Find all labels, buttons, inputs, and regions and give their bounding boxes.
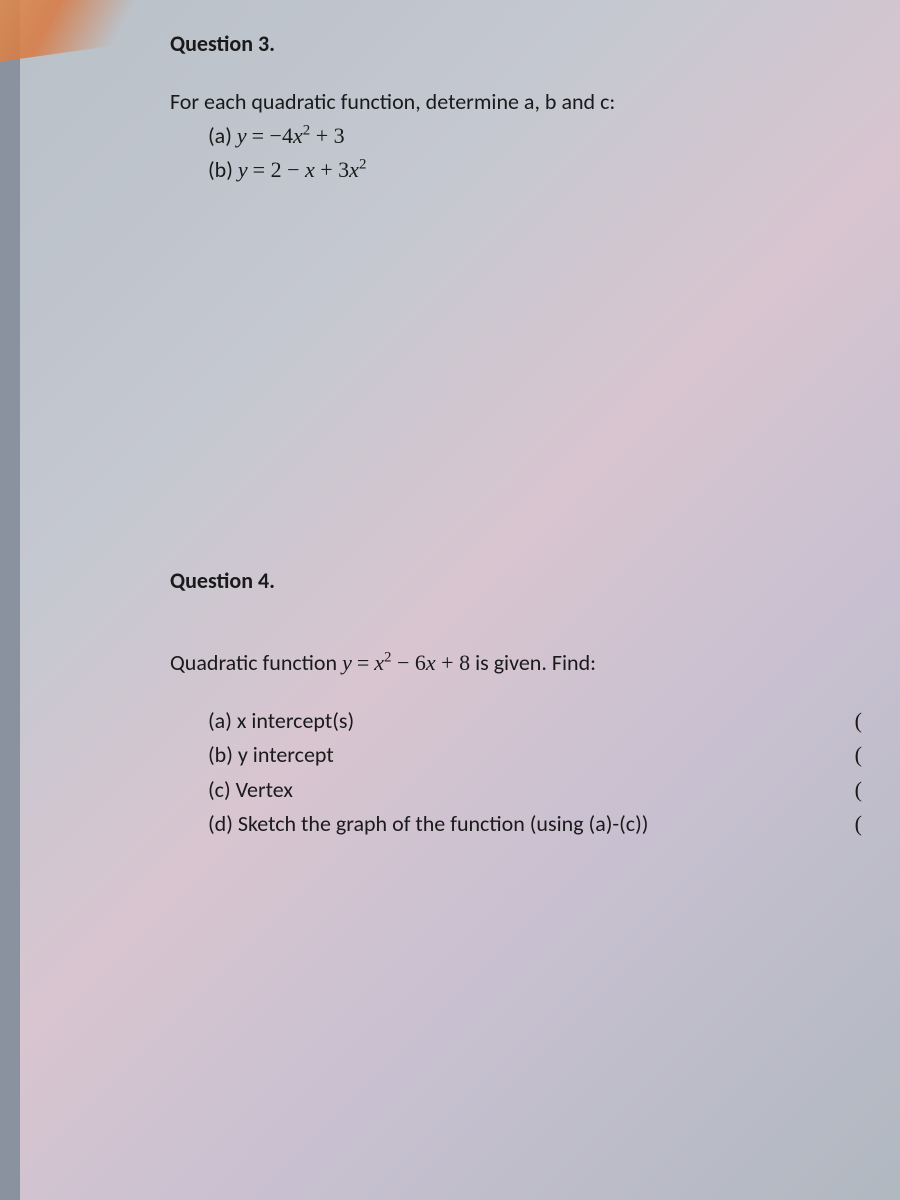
vertical-gap — [170, 187, 870, 567]
part-b-mid: + 3 — [315, 157, 349, 182]
part-a-var: x — [293, 123, 303, 148]
q4-fn-eq: = — [357, 650, 369, 675]
part-a-label: (a) — [208, 122, 232, 149]
q4-prompt-suffix: is given. Find: — [470, 649, 596, 676]
q4-part-d-mark: ( — [855, 807, 862, 841]
corner-gradient-accent — [0, 0, 194, 65]
part-b-pow: 2 — [359, 157, 366, 173]
q4-part-a: (a) x intercept(s) ( — [208, 704, 870, 738]
q4-part-b-text: (b) y intercept — [208, 741, 334, 768]
q4-part-a-mark: ( — [855, 704, 862, 738]
question-4-body: Quadratic function y = x2 − 6x + 8 is gi… — [170, 646, 870, 840]
q4-part-b: (b) y intercept ( — [208, 738, 870, 772]
question-3-heading: Question 3. — [170, 30, 870, 57]
question-3-part-a: (a) y = −4x2 + 3 — [208, 119, 870, 153]
q4-fn-lhs: y — [342, 650, 352, 675]
part-b-var1: x — [305, 157, 315, 182]
q4-part-b-mark: ( — [855, 738, 862, 772]
q4-part-c-text: (c) Vertex — [208, 776, 293, 803]
q4-prompt-prefix: Quadratic function — [170, 649, 342, 676]
q4-fn-mid: − 6 — [391, 650, 425, 675]
q4-part-d: (d) Sketch the graph of the function (us… — [208, 807, 870, 841]
part-b-prefix: 2 − — [265, 157, 305, 182]
part-b-var2: x — [349, 157, 359, 182]
q4-part-c: (c) Vertex ( — [208, 773, 870, 807]
question-4-heading: Question 4. — [170, 567, 870, 594]
q4-part-d-text: (d) Sketch the graph of the function (us… — [208, 810, 648, 837]
part-a-lhs: y — [237, 123, 247, 148]
question-3-block: Question 3. For each quadratic function,… — [170, 30, 870, 187]
q4-part-c-mark: ( — [855, 773, 862, 807]
page-left-edge — [0, 0, 20, 1200]
q4-fn-suffix: + 8 — [436, 650, 470, 675]
q4-fn-var2: x — [426, 650, 436, 675]
part-b-eq: = — [253, 157, 265, 182]
part-b-label: (b) — [208, 156, 233, 183]
gap — [170, 680, 870, 704]
question-3-prompt: For each quadratic function, determine a… — [170, 85, 870, 119]
q4-fn-var: x — [374, 650, 384, 675]
question-4-parts: (a) x intercept(s) ( (b) y intercept ( (… — [208, 704, 870, 840]
q4-part-a-text: (a) x intercept(s) — [208, 707, 354, 734]
part-a-prefix: −4 — [264, 123, 293, 148]
gap — [170, 622, 870, 646]
question-3-body: For each quadratic function, determine a… — [170, 85, 870, 187]
part-a-eq: = — [252, 123, 264, 148]
question-4-prompt: Quadratic function y = x2 − 6x + 8 is gi… — [170, 646, 870, 680]
question-3-part-b: (b) y = 2 − x + 3x2 — [208, 153, 870, 187]
question-4-block: Question 4. Quadratic function y = x2 − … — [170, 567, 870, 840]
part-b-lhs: y — [238, 157, 248, 182]
part-a-suffix: + 3 — [310, 123, 344, 148]
